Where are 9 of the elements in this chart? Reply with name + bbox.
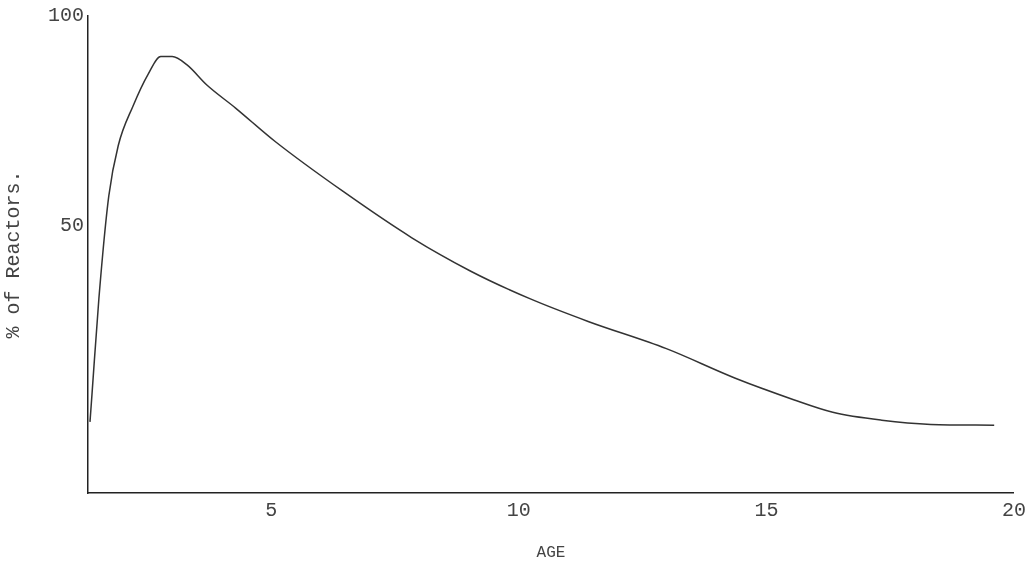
x-tick-label: 15 [754, 499, 779, 523]
x-tick-label: 5 [265, 499, 278, 523]
line-series [89, 55, 995, 426]
y-axis-title: % of Reactors. [2, 170, 26, 339]
x-axis-title: AGE [536, 543, 566, 562]
y-tick-label: 50 [59, 213, 84, 237]
y-tick-label: 100 [47, 4, 84, 28]
x-tick-label: 10 [506, 499, 531, 523]
x-tick-label: 20 [1001, 499, 1027, 523]
